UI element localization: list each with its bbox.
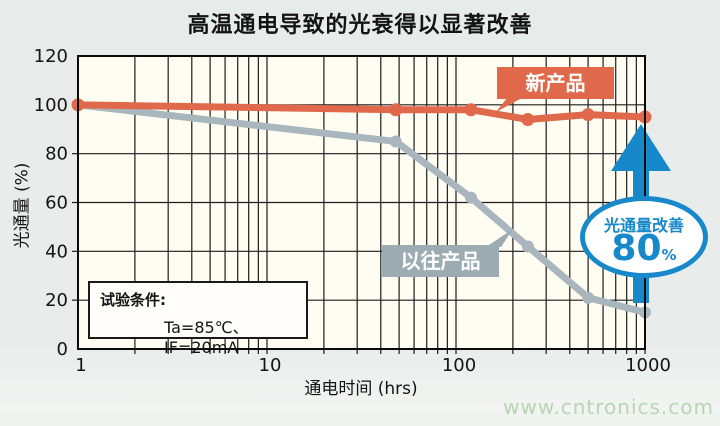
x-tick-label: 100 — [442, 355, 476, 376]
y-tick-label: 40 — [45, 241, 68, 262]
y-tick-label: 80 — [45, 144, 68, 165]
new-product-label: 新产品 — [497, 67, 614, 99]
watermark: www.cntronics.com — [503, 395, 714, 419]
old-product-label: 以往产品 — [382, 245, 499, 277]
data-point — [389, 103, 403, 117]
improvement-badge: 光通量改善 80% — [580, 196, 708, 278]
y-tick-label: 20 — [45, 290, 68, 311]
y-tick-label: 120 — [34, 46, 68, 67]
data-point — [464, 103, 478, 117]
data-point — [581, 108, 595, 122]
data-point — [464, 191, 477, 204]
improvement-badge-caption: 光通量改善 — [603, 216, 684, 235]
data-point — [521, 240, 534, 253]
improvement-badge-value-line: 80% — [585, 231, 703, 270]
improvement-badge-value: 80 — [611, 228, 662, 269]
data-point — [389, 135, 402, 148]
new-product-callout-tail — [496, 98, 522, 112]
series-line-new-product — [74, 101, 649, 123]
x-tick-label: 1 — [75, 355, 86, 376]
series-line-old-product — [74, 101, 649, 316]
x-tick-label: 10 — [259, 355, 282, 376]
y-tick-label: 60 — [45, 193, 68, 214]
data-point — [521, 112, 535, 126]
y-axis-title: 光通量 (%) — [12, 162, 33, 249]
test-conditions-values: Ta=85℃、 IF=20mA — [164, 318, 249, 357]
data-point — [582, 291, 595, 304]
x-tick-label: 1000 — [625, 355, 671, 376]
old-product-callout-tail — [486, 229, 513, 247]
x-axis-title: 通电时间 (hrs) — [304, 379, 418, 399]
improvement-badge-unit: % — [661, 246, 677, 264]
test-conditions-box: 试验条件: Ta=85℃、 IF=20mA — [88, 281, 308, 357]
y-tick-label: 0 — [57, 339, 68, 360]
test-conditions-title: 试验条件: — [100, 291, 166, 309]
chart-title: 高温通电导致的光衰得以显著改善 — [187, 13, 533, 38]
y-tick-label: 100 — [34, 95, 68, 116]
